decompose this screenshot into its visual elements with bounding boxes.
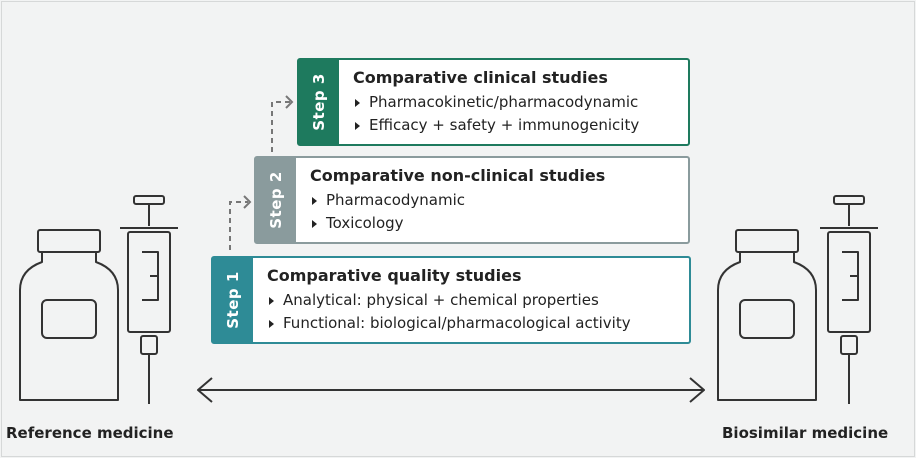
step-1-item: Analytical: physical + chemical properti… bbox=[267, 291, 631, 309]
bottle-icon bbox=[19, 229, 119, 401]
step-3-item: Efficacy + safety + immunogenicity bbox=[353, 116, 639, 134]
step-2-tab: Step 2 bbox=[256, 158, 296, 242]
bottle-icon bbox=[717, 229, 817, 401]
dashed-arrow-icon bbox=[271, 101, 290, 152]
double-arrow-icon bbox=[197, 377, 705, 403]
syringe-icon bbox=[120, 195, 178, 404]
step-1-title: Comparative quality studies bbox=[267, 266, 522, 285]
dashed-arrow-icon bbox=[229, 201, 248, 250]
step-3-box: Step 3 Comparative clinical studies Phar… bbox=[297, 58, 690, 146]
biosimilar-medicine-label: Biosimilar medicine bbox=[722, 424, 889, 442]
step-3-tab: Step 3 bbox=[299, 60, 339, 144]
step-2-box: Step 2 Comparative non-clinical studies … bbox=[254, 156, 690, 244]
step-2-item: Pharmacodynamic bbox=[310, 191, 605, 209]
step-3-title: Comparative clinical studies bbox=[353, 68, 608, 87]
step-2-title: Comparative non-clinical studies bbox=[310, 166, 606, 185]
step-1-tab: Step 1 bbox=[213, 258, 253, 342]
step-1-item: Functional: biological/pharmacological a… bbox=[267, 314, 631, 332]
syringe-icon bbox=[820, 195, 878, 404]
reference-medicine-label: Reference medicine bbox=[6, 424, 174, 442]
step-3-item: Pharmacokinetic/pharmacodynamic bbox=[353, 93, 639, 111]
step-1-box: Step 1 Comparative quality studies Analy… bbox=[211, 256, 691, 344]
step-2-item: Toxicology bbox=[310, 214, 605, 232]
